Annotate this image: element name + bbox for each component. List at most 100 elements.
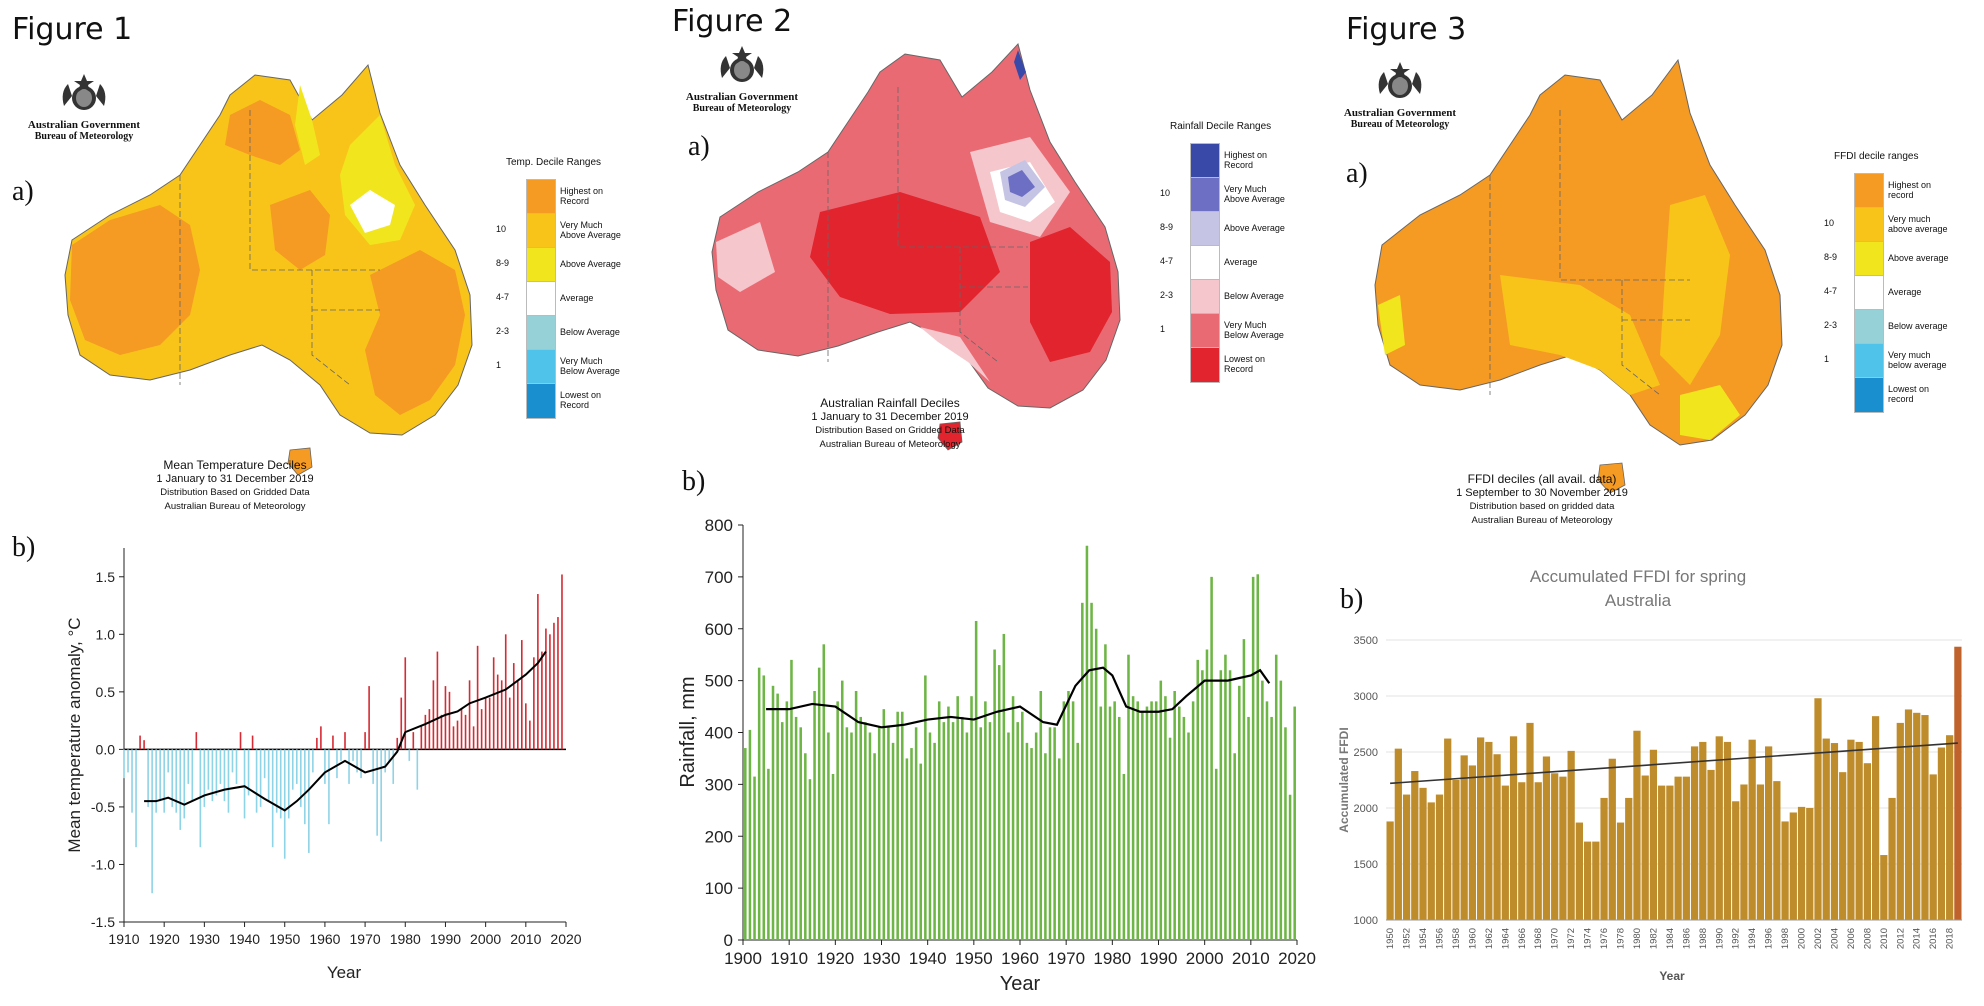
rainfall-bar <box>1196 659 1200 940</box>
temperature-bar <box>480 709 483 750</box>
x-tick-label: 1990 <box>430 931 461 947</box>
region-average-qld <box>350 190 395 233</box>
temperature-bar <box>324 749 326 784</box>
tasmania <box>937 421 963 451</box>
x-tick-label: 1970 <box>1550 928 1561 949</box>
ffdi-bar <box>1888 797 1896 920</box>
x-tick-label: 1960 <box>309 931 340 947</box>
ffdi-bar <box>1608 758 1616 920</box>
legend-label: Lowest on Record <box>1224 354 1266 374</box>
rainfall-bar <box>868 732 872 940</box>
rainfall-bar <box>933 742 936 940</box>
temperature-bar <box>308 749 310 853</box>
ffdi-bar <box>1732 801 1740 920</box>
rainfall-bar <box>961 716 964 940</box>
map-ffdi-deciles <box>1374 58 1783 494</box>
x-tick-label: 1980 <box>390 931 421 947</box>
legend-label: Average <box>1224 257 1258 267</box>
state-borders <box>179 110 380 386</box>
temperature-bar <box>183 749 186 819</box>
legend-label: Very Much Below Average <box>1224 320 1284 340</box>
x-tick-label: 2002 <box>1813 928 1824 949</box>
y-tick-label: 0.0 <box>96 741 116 757</box>
y-tick-label: -0.5 <box>91 799 115 815</box>
rainfall-bar <box>947 706 950 940</box>
region-very-much-above-south <box>1500 275 1660 395</box>
rainfall-bar <box>785 701 789 940</box>
rainfall-bar <box>1030 748 1033 940</box>
ffdi-bar <box>1583 841 1592 920</box>
x-tick-label: 1920 <box>149 931 180 947</box>
rainfall-bar <box>840 680 844 940</box>
ffdi-bar <box>1740 784 1748 920</box>
ffdi-bar <box>1765 746 1773 920</box>
legend-swatch <box>526 281 556 317</box>
rainfall-bar <box>790 659 793 940</box>
temperature-bar <box>468 680 471 750</box>
logo-bureau-text: Bureau of Meteorology <box>692 103 792 114</box>
region-highest-center <box>270 190 330 270</box>
y-tick-label: 100 <box>705 879 733 898</box>
temperature-bar <box>416 749 419 790</box>
ffdi-bar <box>1921 715 1929 920</box>
temperature-bar <box>195 732 198 750</box>
rainfall-bar <box>891 742 895 940</box>
x-tick-label: 1986 <box>1681 928 1692 949</box>
rainfall-bar <box>1122 774 1126 940</box>
temperature-bar <box>171 749 174 807</box>
ffdi-bar <box>1402 794 1411 920</box>
rainfall-bar <box>1067 691 1070 940</box>
legend-label: Highest on record <box>1888 180 1932 200</box>
temperature-bar <box>275 749 278 813</box>
x-tick-label: 2014 <box>1912 928 1923 949</box>
ffdi-bar <box>1789 812 1797 920</box>
temperature-bar <box>151 749 153 894</box>
rainfall-bar <box>1053 727 1056 940</box>
x-tick-label: 1940 <box>909 949 947 968</box>
region-highest-east <box>365 250 465 415</box>
caption-title: Australian Rainfall Deciles <box>820 396 960 410</box>
ffdi-bar <box>1567 750 1575 920</box>
x-tick-label: 1976 <box>1599 928 1610 949</box>
region-below-average-west <box>716 222 775 292</box>
temperature-bar <box>376 749 378 836</box>
y-tick-label: 400 <box>705 724 733 743</box>
rainfall-bar <box>1238 685 1241 940</box>
rainfall-bar <box>850 732 853 940</box>
y-tick-label: 1.0 <box>96 626 116 642</box>
temperature-bar <box>545 628 547 750</box>
x-tick-label: 1990 <box>1714 928 1725 949</box>
x-tick-label: 1962 <box>1484 928 1495 949</box>
figure-2-sub-b: b) <box>682 466 706 497</box>
rainfall-bar <box>804 753 807 940</box>
rainfall-bar <box>1127 654 1130 940</box>
rainfall-bar <box>1007 732 1010 940</box>
legend-swatch <box>526 213 556 249</box>
rainfall-bar <box>1039 691 1043 940</box>
ffdi-bar <box>1756 784 1765 920</box>
figure-1-sub-b: b) <box>12 532 36 563</box>
temperature-bar <box>348 749 350 784</box>
ffdi-bar <box>1444 738 1452 920</box>
rainfall-bar <box>1191 701 1195 940</box>
x-tick-label: 2010 <box>510 931 541 947</box>
rainfall-bar <box>1117 716 1121 940</box>
region-very-much-above-east <box>1660 195 1730 385</box>
ffdi-bar <box>1477 737 1485 920</box>
temperature-bar <box>312 749 314 773</box>
rainfall-bar <box>1154 701 1158 940</box>
caption-temperature: Mean Temperature Deciles 1 January to 31… <box>120 458 350 514</box>
y-tick-label: 3000 <box>1354 691 1378 703</box>
ffdi-bar <box>1929 774 1937 920</box>
legend-swatch <box>1854 309 1884 345</box>
ffdi-bar <box>1830 743 1839 920</box>
rainfall-bar <box>1178 706 1181 940</box>
x-tick-label: 1996 <box>1764 928 1775 949</box>
temperature-bar <box>360 749 362 779</box>
temperature-bar <box>525 703 527 750</box>
figure-1-sub-a: a) <box>12 176 34 207</box>
coat-of-arms-icon <box>1378 62 1422 98</box>
ffdi-bar <box>1542 756 1551 920</box>
rainfall-bar <box>1094 628 1098 940</box>
figure-2-sub-a: a) <box>688 131 710 162</box>
